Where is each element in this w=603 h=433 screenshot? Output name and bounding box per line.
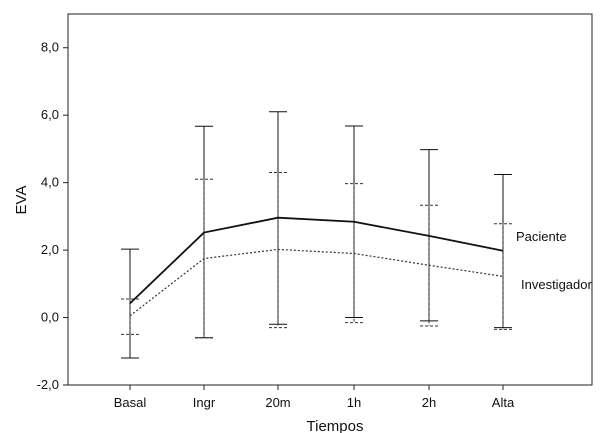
x-axis-title: Tiempos: [307, 418, 364, 433]
y-tick-label: 8,0: [41, 40, 59, 55]
y-tick-label: -2,0: [37, 377, 59, 392]
y-axis: -2,0 0,0 2,0 4,0 6,0 8,0: [37, 40, 68, 392]
series-line-investigador: [129, 248, 504, 317]
y-tick-label: 2,0: [41, 242, 59, 257]
error-bars: [121, 111, 512, 359]
x-tick-label: Basal: [114, 395, 147, 410]
legend-entry-investigador: Investigador: [521, 277, 592, 292]
legend-entry-paciente: Paciente: [516, 229, 567, 244]
x-tick-label: 20m: [265, 395, 290, 410]
legend-label-bg: [511, 225, 589, 247]
legend: Paciente Investigador: [511, 225, 592, 292]
series-line-paciente: [129, 216, 504, 305]
y-axis-title: EVA: [13, 186, 30, 215]
x-tick-label: 2h: [422, 395, 436, 410]
x-tick-label: Ingr: [193, 395, 216, 410]
plot-area: [67, 13, 593, 386]
x-tick-label: 1h: [347, 395, 361, 410]
x-tick-label: Alta: [492, 395, 515, 410]
y-tick-label: 0,0: [41, 310, 59, 325]
series-lines: [129, 216, 504, 317]
x-axis: Basal Ingr 20m 1h 2h Alta: [114, 385, 515, 410]
y-tick-label: 4,0: [41, 175, 59, 190]
y-tick-label: 6,0: [41, 107, 59, 122]
